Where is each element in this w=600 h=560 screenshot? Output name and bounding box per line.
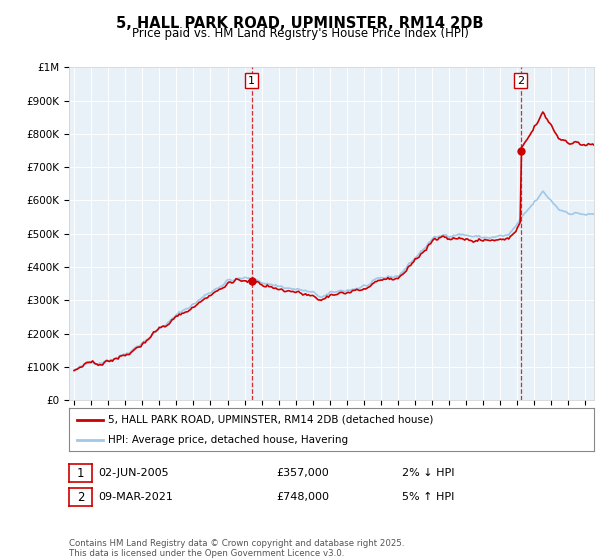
Text: 5, HALL PARK ROAD, UPMINSTER, RM14 2DB (detached house): 5, HALL PARK ROAD, UPMINSTER, RM14 2DB (… bbox=[109, 415, 434, 424]
Text: Price paid vs. HM Land Registry's House Price Index (HPI): Price paid vs. HM Land Registry's House … bbox=[131, 27, 469, 40]
Text: 2: 2 bbox=[517, 76, 524, 86]
Text: 1: 1 bbox=[248, 76, 255, 86]
Text: Contains HM Land Registry data © Crown copyright and database right 2025.
This d: Contains HM Land Registry data © Crown c… bbox=[69, 539, 404, 558]
Text: 1: 1 bbox=[77, 466, 84, 480]
Text: 5, HALL PARK ROAD, UPMINSTER, RM14 2DB: 5, HALL PARK ROAD, UPMINSTER, RM14 2DB bbox=[116, 16, 484, 31]
Text: 2: 2 bbox=[77, 491, 84, 504]
Text: 5% ↑ HPI: 5% ↑ HPI bbox=[402, 492, 454, 502]
Text: 02-JUN-2005: 02-JUN-2005 bbox=[98, 468, 169, 478]
Text: 2% ↓ HPI: 2% ↓ HPI bbox=[402, 468, 455, 478]
Text: £748,000: £748,000 bbox=[276, 492, 329, 502]
Text: 09-MAR-2021: 09-MAR-2021 bbox=[98, 492, 173, 502]
Text: £357,000: £357,000 bbox=[276, 468, 329, 478]
Text: HPI: Average price, detached house, Havering: HPI: Average price, detached house, Have… bbox=[109, 435, 349, 445]
